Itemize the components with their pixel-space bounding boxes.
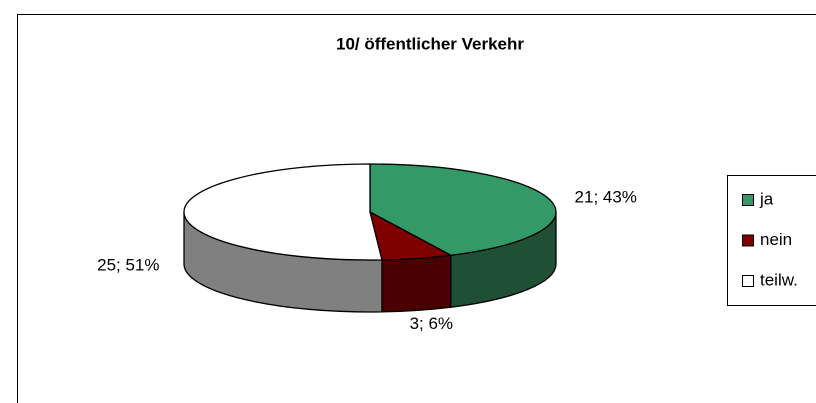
- legend-label: teilw.: [760, 270, 798, 289]
- chart-title: 10/ öffentlicher Verkehr: [336, 34, 524, 53]
- data-label: 3; 6%: [410, 314, 453, 333]
- legend-swatch: [742, 275, 754, 287]
- pie-side: [381, 254, 452, 313]
- legend-swatch: [742, 234, 754, 247]
- legend-swatch: [742, 194, 754, 206]
- legend-label: ja: [759, 189, 774, 208]
- data-label: 25; 51%: [97, 255, 159, 274]
- pie-slice: [369, 163, 557, 256]
- data-label: 21; 43%: [575, 188, 637, 207]
- legend-label: nein: [760, 230, 792, 249]
- pie-slice: [183, 163, 383, 261]
